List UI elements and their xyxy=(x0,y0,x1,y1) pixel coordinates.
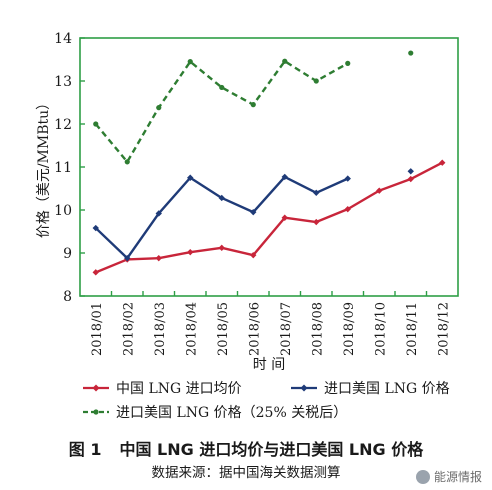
legend-label-us-lng: 进口美国 LNG 价格 xyxy=(324,381,450,397)
data-point xyxy=(344,205,351,213)
data-point xyxy=(250,208,257,216)
watermark: 能源情报 xyxy=(415,468,482,485)
y-axis-ticks: 8 9 10 11 12 13 14 xyxy=(54,31,85,305)
x-tick-label: 2018/11 xyxy=(405,302,420,356)
series-layer xyxy=(92,50,446,276)
y-tick-label: 10 xyxy=(54,203,72,219)
series-2 xyxy=(93,50,414,165)
data-point xyxy=(344,175,351,182)
legend-swatch-green-dashed-icon xyxy=(83,409,109,415)
x-tick-label: 2018/12 xyxy=(436,302,451,356)
data-point xyxy=(281,214,288,221)
data-point xyxy=(345,60,351,66)
x-tick-label: 2018/08 xyxy=(310,302,325,356)
legend-label-china-lng: 中国 LNG 进口均价 xyxy=(116,381,242,397)
data-point xyxy=(281,173,288,181)
data-point xyxy=(407,175,414,183)
data-point xyxy=(439,159,446,166)
y-tick-label: 8 xyxy=(63,289,72,305)
data-point xyxy=(219,84,225,91)
legend-item-us-lng-tariff: 进口美国 LNG 价格（25% 关税后） xyxy=(82,402,347,422)
data-point xyxy=(187,174,194,181)
data-point xyxy=(92,224,99,232)
figure-caption: 图 1 中国 LNG 进口均价与进口美国 LNG 价格 xyxy=(0,436,492,460)
data-source-note: 数据来源：据中国海关数据测算 xyxy=(151,465,341,481)
data-point xyxy=(93,121,99,127)
legend-item-us-lng: 进口美国 LNG 价格 xyxy=(290,378,450,398)
x-tick-label: 2018/10 xyxy=(373,302,388,356)
series-line xyxy=(95,161,443,274)
figure-number: 图 1 xyxy=(68,440,102,459)
y-tick-label: 9 xyxy=(63,246,72,262)
data-point xyxy=(407,168,414,175)
legend-swatch-blue-line-icon xyxy=(291,384,317,392)
x-axis-label: 时 间 xyxy=(253,357,285,373)
data-point xyxy=(155,254,162,262)
x-tick-label: 2018/06 xyxy=(247,302,262,356)
legend-label-us-lng-tariff: 进口美国 LNG 价格（25% 关税后） xyxy=(116,405,348,421)
data-point xyxy=(218,244,225,252)
series-0 xyxy=(92,159,446,276)
data-point xyxy=(156,105,162,111)
series-line xyxy=(94,60,349,164)
x-tick-label: 2018/09 xyxy=(342,302,357,356)
x-tick-label: 2018/03 xyxy=(153,302,168,356)
data-point xyxy=(155,210,162,217)
data-point xyxy=(124,159,130,165)
x-tick-label: 2018/01 xyxy=(90,302,105,356)
legend-item-china-lng: 中国 LNG 进口均价 xyxy=(82,378,242,398)
data-point xyxy=(408,50,414,56)
x-axis-ticks: 2018/01 2018/02 2018/03 2018/04 2018/05 2018/… xyxy=(90,291,451,356)
plot-frame xyxy=(79,37,459,297)
legend-swatch-red-line-icon xyxy=(83,384,109,392)
x-tick-label: 2018/04 xyxy=(184,302,199,356)
data-point xyxy=(187,59,193,65)
y-tick-label: 12 xyxy=(54,117,72,133)
wechat-logo-icon xyxy=(415,469,430,484)
x-tick-label: 2018/05 xyxy=(216,302,231,356)
data-point xyxy=(250,102,256,108)
series-1 xyxy=(92,168,414,262)
figure-title: 中国 LNG 进口均价与进口美国 LNG 价格 xyxy=(119,440,424,459)
data-point xyxy=(282,58,288,64)
y-tick-label: 11 xyxy=(54,160,72,176)
y-axis-label: 价格（美元/MMBtu） xyxy=(36,96,52,238)
data-point xyxy=(250,251,257,259)
data-point xyxy=(187,248,194,256)
y-tick-label: 14 xyxy=(54,31,72,47)
data-point xyxy=(313,78,319,84)
data-point xyxy=(218,194,225,202)
data-point xyxy=(313,218,320,226)
x-tick-label: 2018/02 xyxy=(121,302,136,356)
y-tick-label: 13 xyxy=(54,74,72,90)
data-point xyxy=(124,254,131,262)
data-point xyxy=(92,269,99,276)
data-point xyxy=(313,189,320,196)
data-point xyxy=(376,187,383,194)
watermark-text: 能源情报 xyxy=(433,470,482,484)
x-tick-label: 2018/07 xyxy=(279,302,294,356)
